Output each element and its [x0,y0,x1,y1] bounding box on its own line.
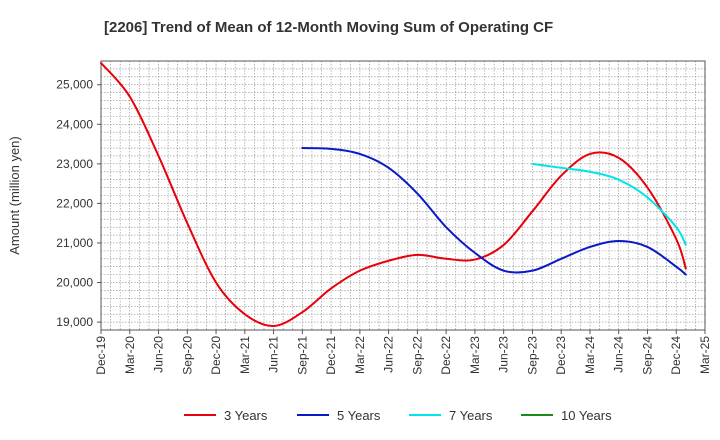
y-tick-label: 25,000 [56,78,93,92]
x-tick-label: Mar-24 [583,336,597,374]
x-tick-label: Jun-21 [267,336,281,373]
x-tick-label: Dec-20 [209,336,223,375]
series-line-5-years [301,147,687,276]
legend-label-3-years: 3 Years [224,408,268,423]
x-tick-label: Sep-23 [525,336,539,375]
y-axis: 19,000 20,000 21,000 22,000 23,000 24,000 25,0… [56,78,101,329]
x-tick-label: Mar-20 [123,336,137,374]
plot-frame [100,60,706,331]
legend-label-10-years: 10 Years [561,408,612,423]
legend: 3 Years 5 Years 7 Years 10 Years [184,408,612,423]
x-tick-label: Jun-22 [382,336,396,373]
x-tick-label: Mar-21 [238,336,252,374]
x-tick-label: Dec-24 [669,336,683,375]
y-tick-label: 20,000 [56,276,93,290]
x-tick-label: Jun-24 [612,336,626,373]
y-tick-label: 24,000 [56,117,93,131]
x-axis: Dec-19 Mar-20 Jun-20 Sep-20 Dec-20 Mar-21 Jun-… [94,330,712,375]
x-tick-label: Jun-23 [497,336,511,373]
series-lines [100,61,687,328]
y-tick-label: 21,000 [56,236,93,250]
y-tick-label: 22,000 [56,196,93,210]
x-tick-label: Mar-25 [698,336,712,374]
y-tick-label: 19,000 [56,315,93,329]
grid [100,61,705,330]
x-tick-label: Sep-21 [295,336,309,375]
x-tick-label: Jun-20 [152,336,166,373]
x-tick-label: Sep-20 [180,336,194,375]
series-line-3-years [100,61,687,328]
series-line-7-years [531,162,687,246]
legend-label-5-years: 5 Years [337,408,381,423]
x-tick-label: Dec-19 [94,336,108,375]
x-tick-label: Dec-21 [324,336,338,375]
chart-title: [2206] Trend of Mean of 12-Month Moving … [104,19,553,36]
x-tick-label: Mar-22 [353,336,367,374]
y-axis-label: Amount (million yen) [7,136,22,255]
x-tick-label: Sep-22 [410,336,424,375]
y-tick-label: 23,000 [56,157,93,171]
x-tick-label: Dec-22 [439,336,453,375]
legend-label-7-years: 7 Years [449,408,493,423]
x-tick-label: Mar-23 [468,336,482,374]
x-tick-label: Sep-24 [640,336,654,375]
x-tick-label: Dec-23 [554,336,568,375]
